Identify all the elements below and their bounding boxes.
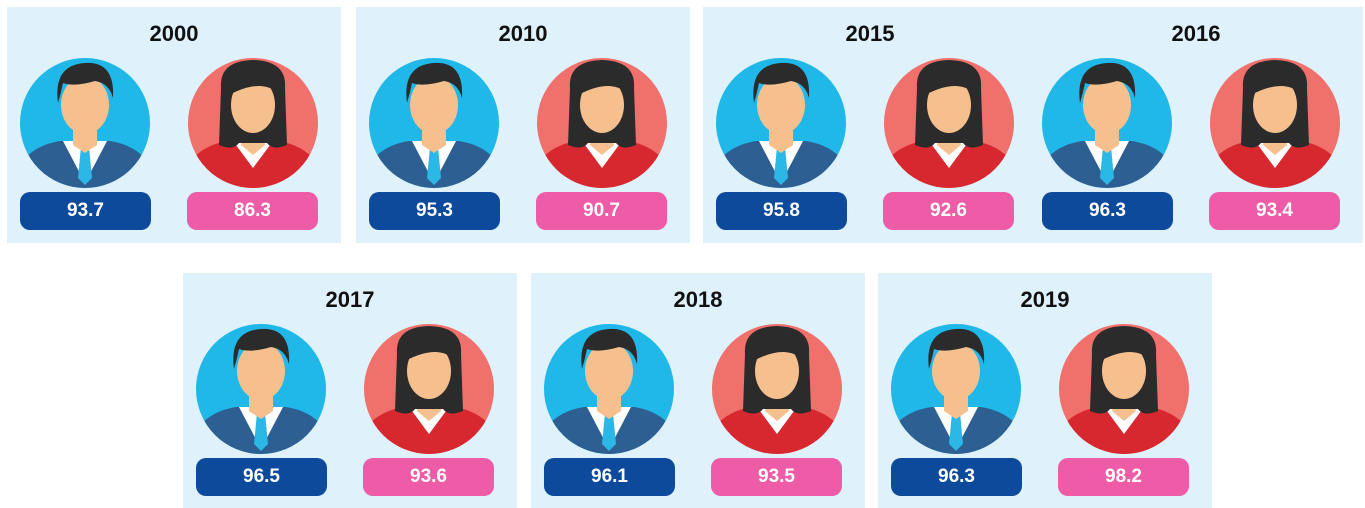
male-avatar (544, 324, 674, 454)
male-value: 96.1 (544, 458, 675, 496)
male-avatar (716, 58, 846, 188)
male-value: 95.8 (716, 192, 847, 230)
year-card: 2019 96.3 98.2 (878, 273, 1212, 508)
female-avatar (1210, 58, 1340, 188)
female-avatar (537, 58, 667, 188)
female-value: 93.4 (1209, 192, 1340, 230)
male-icon (196, 324, 326, 454)
female-avatar (884, 58, 1014, 188)
male-avatar (369, 58, 499, 188)
male-avatar (891, 324, 1021, 454)
year-card: 2016 96.3 93.4 (1029, 7, 1363, 243)
male-icon (1042, 58, 1172, 188)
female-icon (364, 324, 494, 454)
year-label: 2015 (845, 21, 895, 46)
year-label: 2000 (149, 21, 199, 46)
year-label: 2016 (1171, 21, 1221, 46)
female-avatar (1059, 324, 1189, 454)
female-avatar (712, 324, 842, 454)
year-label: 2018 (673, 287, 723, 312)
female-value: 98.2 (1058, 458, 1189, 496)
female-icon (1059, 324, 1189, 454)
female-value: 92.6 (883, 192, 1014, 230)
male-icon (20, 58, 150, 188)
year-label: 2019 (1020, 287, 1070, 312)
year-card: 2017 96.5 93.6 (183, 273, 517, 508)
year-card: 2000 93.7 86.3 (7, 7, 341, 243)
female-icon (188, 58, 318, 188)
year-label: 2017 (325, 287, 375, 312)
female-value: 93.6 (363, 458, 494, 496)
year-card: 2010 95.3 90.7 (356, 7, 690, 243)
female-avatar (364, 324, 494, 454)
male-icon (716, 58, 846, 188)
female-icon (537, 58, 667, 188)
male-value: 95.3 (369, 192, 500, 230)
male-value: 96.3 (1042, 192, 1173, 230)
year-card: 2015 95.8 92.6 (703, 7, 1037, 243)
male-value: 96.3 (891, 458, 1022, 496)
female-icon (1210, 58, 1340, 188)
male-avatar (20, 58, 150, 188)
male-value: 96.5 (196, 458, 327, 496)
male-avatar (1042, 58, 1172, 188)
year-label: 2010 (498, 21, 548, 46)
male-icon (369, 58, 499, 188)
male-value: 93.7 (20, 192, 151, 230)
female-value: 86.3 (187, 192, 318, 230)
female-avatar (188, 58, 318, 188)
female-value: 93.5 (711, 458, 842, 496)
male-icon (544, 324, 674, 454)
female-icon (712, 324, 842, 454)
male-avatar (196, 324, 326, 454)
year-card: 2018 96.1 93.5 (531, 273, 865, 508)
male-icon (891, 324, 1021, 454)
female-value: 90.7 (536, 192, 667, 230)
female-icon (884, 58, 1014, 188)
